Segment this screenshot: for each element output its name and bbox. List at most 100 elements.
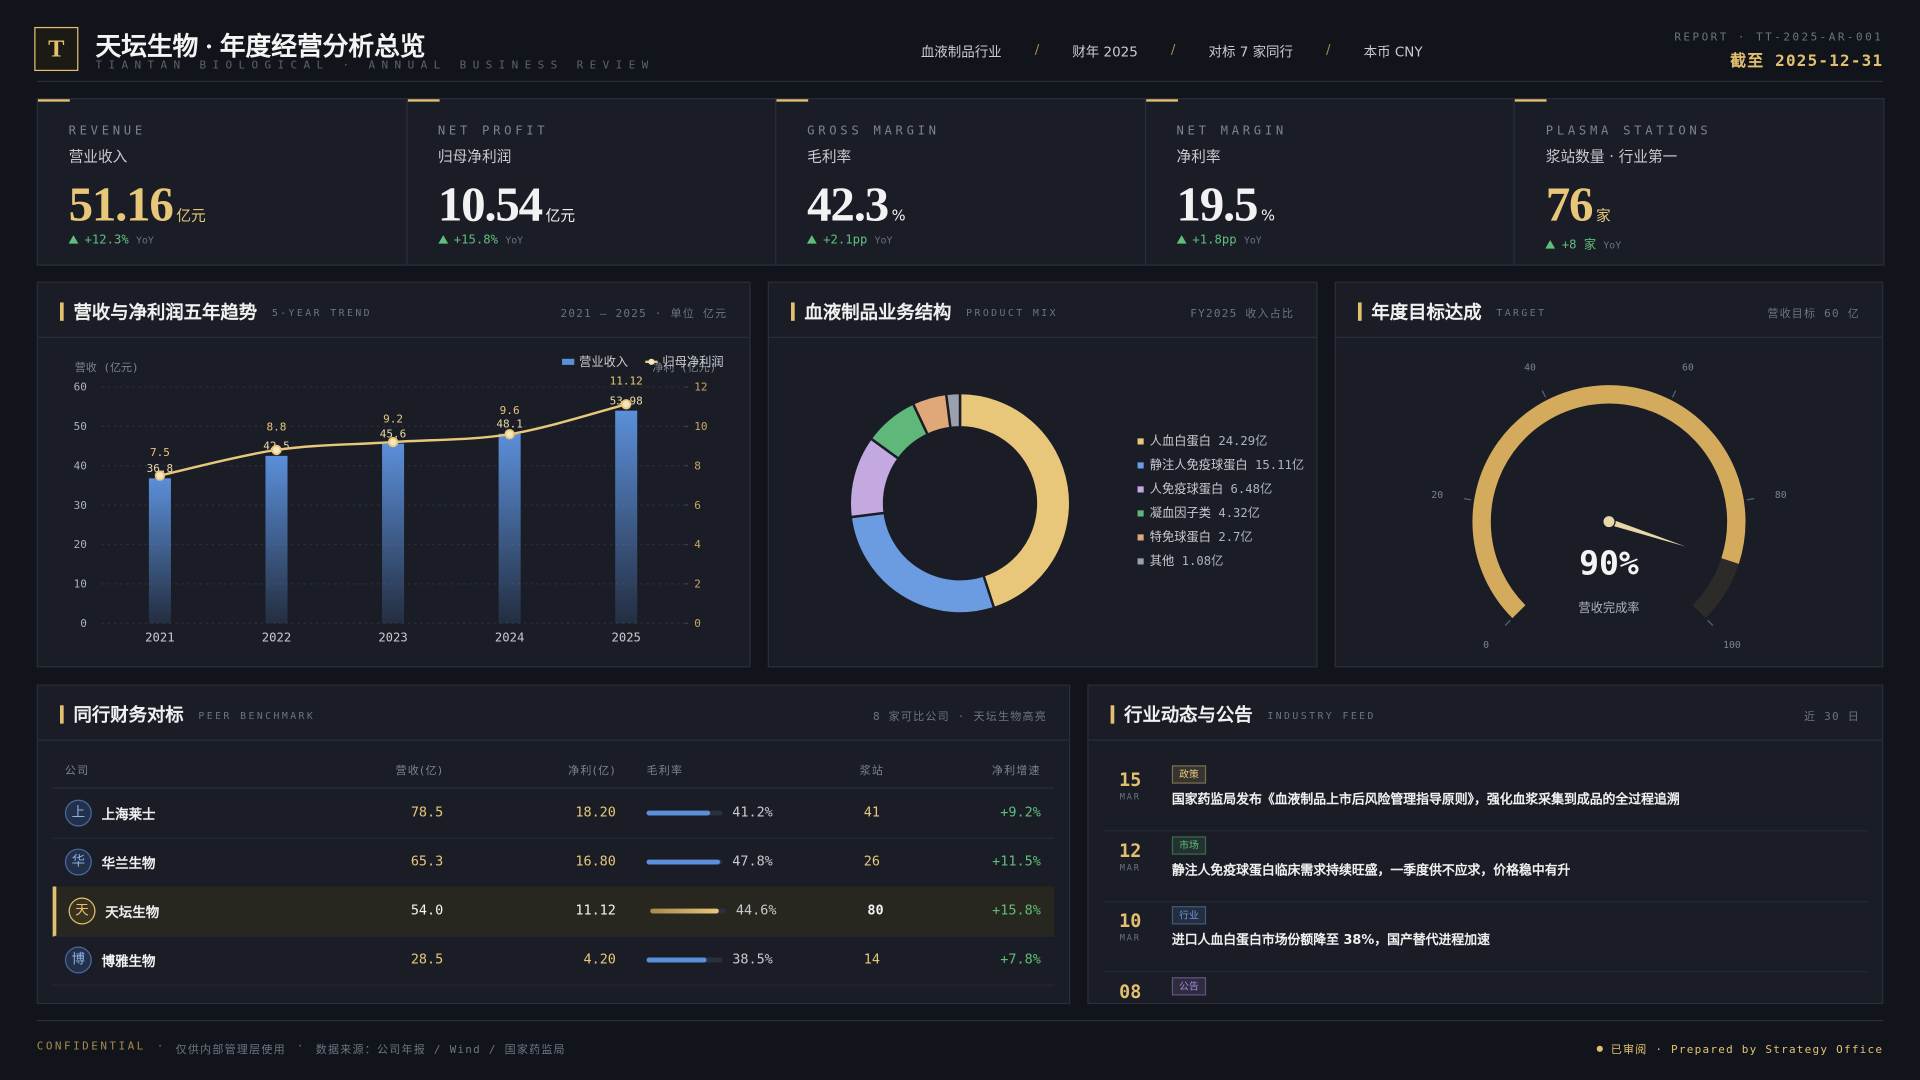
line-value-label: 9.6 — [500, 404, 520, 417]
kpi-delta-note: YoY — [874, 235, 893, 247]
meta-item: 血液制品行业 — [920, 44, 1002, 60]
footer-item: CONFIDENTIAL — [36, 1040, 146, 1054]
y2-tick-label: 12 — [694, 381, 707, 394]
table-row: 天天坛生物 54.0 11.12 44.6% 80 +15.8% — [52, 886, 1055, 937]
growth: +7.8% — [1000, 951, 1041, 968]
kpi-label-en: REVENUE — [68, 124, 146, 139]
gauge-tick — [1746, 498, 1755, 501]
panel-note: 8 家可比公司 · 天坛生物高亮 — [872, 711, 1047, 724]
y-tick-label: 20 — [74, 538, 87, 551]
panel-header: 营收与净利润五年趋势 5-YEAR TREND 2021 — 2025 · 单位 亿… — [37, 283, 750, 338]
column-header: 公司 — [64, 765, 90, 778]
x-tick-label: 2022 — [262, 631, 291, 645]
footer-item: 数据来源：公司年报 / Wind / 国家药监局 — [315, 1044, 566, 1057]
legend-swatch — [1137, 462, 1144, 469]
panel-title: 血液制品业务结构 PRODUCT MIX — [804, 299, 1057, 325]
growth: +15.8% — [992, 902, 1041, 919]
y-tick-label: 50 — [74, 420, 87, 433]
legend-value: 24.29亿 — [1218, 433, 1267, 448]
panel-accent — [60, 302, 64, 321]
panel-header: 行业动态与公告 INDUSTRY FEED 近 30 日 — [1088, 686, 1883, 741]
y2-tick-label: 2 — [694, 578, 701, 591]
page-title: 天坛生物 · 年度经营分析总览 — [95, 31, 426, 62]
company-name: 天坛生物 — [105, 904, 160, 921]
revenue: 28.5 — [410, 951, 444, 968]
kpi-delta-row: +15.8% YoY — [437, 233, 524, 248]
feed-tag: 政策 — [1171, 765, 1207, 784]
margin-label: 47.8% — [732, 853, 773, 870]
profit: 18.20 — [575, 804, 616, 821]
feed-tag: 市场 — [1171, 835, 1207, 855]
line-value-label: 8.8 — [267, 420, 287, 433]
donut-slice — [849, 511, 996, 615]
line-point — [620, 399, 632, 410]
panel-title-text: 血液制品业务结构 — [804, 301, 952, 324]
table-row: 博博雅生物 28.5 4.20 38.5% 14 +7.8% — [52, 936, 1055, 986]
feed-tag: 行业 — [1171, 906, 1207, 925]
panel: 同行财务对标 PEER BENCHMARK 8 家可比公司 · 天坛生物高亮公司 营收… — [36, 684, 1071, 1005]
line-point — [504, 429, 515, 440]
kpi-delta-note: YoY — [1243, 235, 1262, 247]
panel-title: 营收与净利润五年趋势 5-YEAR TREND — [73, 299, 372, 325]
kpi-label: 净利率 — [1176, 148, 1221, 166]
chart-svg: 0 20 40 60 80 100 90% 营收完成率 — [1431, 362, 1786, 651]
legend-value: 4.32亿 — [1218, 505, 1260, 520]
column-header: 净利(亿) — [568, 765, 616, 778]
revenue: 65.3 — [410, 853, 444, 870]
kpi-unit: 家 — [1595, 206, 1611, 225]
stations: 80 — [867, 902, 884, 919]
kpi-delta: +15.8% — [453, 233, 499, 248]
kpi-unit: % — [1260, 206, 1275, 225]
kpi-label-en: NET PROFIT — [437, 124, 549, 139]
kpi-value-row: 76 家 — [1546, 175, 1611, 233]
kpi-value-row: 51.16 亿元 — [69, 175, 206, 233]
panel: 血液制品业务结构 PRODUCT MIX FY2025 收入占比 人血白蛋白 24.29… — [767, 281, 1318, 668]
company-name: 博雅生物 — [101, 953, 156, 970]
kpi-unit: 亿元 — [176, 206, 206, 225]
column-header: 营收(亿) — [395, 765, 444, 778]
panel-tag: TARGET — [1496, 307, 1547, 319]
panel-title: 行业动态与公告 INDUSTRY FEED — [1124, 702, 1376, 728]
panel-tag: PRODUCT MIX — [966, 307, 1058, 319]
gauge-needle — [1608, 518, 1686, 547]
panel-header: 血液制品业务结构 PRODUCT MIX FY2025 收入占比 — [768, 283, 1317, 338]
stations: 14 — [863, 951, 880, 968]
kpi-delta-note: YoY — [505, 235, 524, 247]
feed-tag: 公告 — [1171, 976, 1207, 995]
panel: 营收与净利润五年趋势 5-YEAR TREND 2021 — 2025 · 单位 亿… — [36, 281, 751, 668]
legend-label: 其他 — [1150, 554, 1174, 568]
legend-swatch — [562, 358, 575, 365]
kpi-label-en: GROSS MARGIN — [807, 124, 940, 139]
revenue: 54.0 — [410, 902, 444, 919]
footer-separator: · — [156, 1040, 165, 1054]
footer-item: 仅供内部管理层使用 — [175, 1044, 286, 1057]
legend-value: 15.11亿 — [1255, 457, 1304, 472]
y2-tick-label: 10 — [694, 420, 707, 433]
panel-note: 近 30 日 — [1804, 711, 1860, 724]
feed-month: MAR — [1103, 1003, 1157, 1004]
feed-item: 15 MAR 政策 国家药监局发布《血液制品上市后风险管理指导原则》，强化血浆采集到成… — [1103, 760, 1868, 832]
legend-value: 1.08亿 — [1182, 553, 1224, 568]
legend-label: 人血白蛋白 — [1150, 433, 1211, 448]
panel-tag: 5-YEAR TREND — [271, 307, 373, 319]
up-arrow — [437, 235, 448, 244]
report-id: REPORT · TT-2025-AR-001 — [1674, 31, 1884, 45]
kpi-label: 归母净利润 — [437, 148, 512, 166]
legend-swatch — [1137, 510, 1144, 517]
up-arrow — [68, 235, 79, 244]
company-avatar: 上 — [64, 799, 92, 827]
legend-label: 凝血因子类 — [1150, 505, 1211, 520]
y-tick-label: 0 — [80, 617, 87, 630]
footer-separator: · — [296, 1040, 305, 1054]
legend-label: 特免球蛋白 — [1150, 529, 1211, 544]
panel-accent — [1110, 705, 1115, 724]
y2-tick-label: 6 — [694, 499, 701, 512]
panel-title: 同行财务对标 PEER BENCHMARK — [73, 702, 315, 728]
panel-note: 2021 — 2025 · 单位 亿元 — [560, 308, 728, 321]
gauge-value: 90% — [1579, 543, 1639, 582]
y-tick-label: 10 — [74, 578, 87, 591]
panel-tag: PEER BENCHMARK — [198, 710, 316, 722]
y-tick-label: 60 — [74, 381, 87, 394]
company-name: 上海莱士 — [101, 806, 156, 823]
y-axis-label: 营收 (亿元) — [75, 360, 139, 374]
